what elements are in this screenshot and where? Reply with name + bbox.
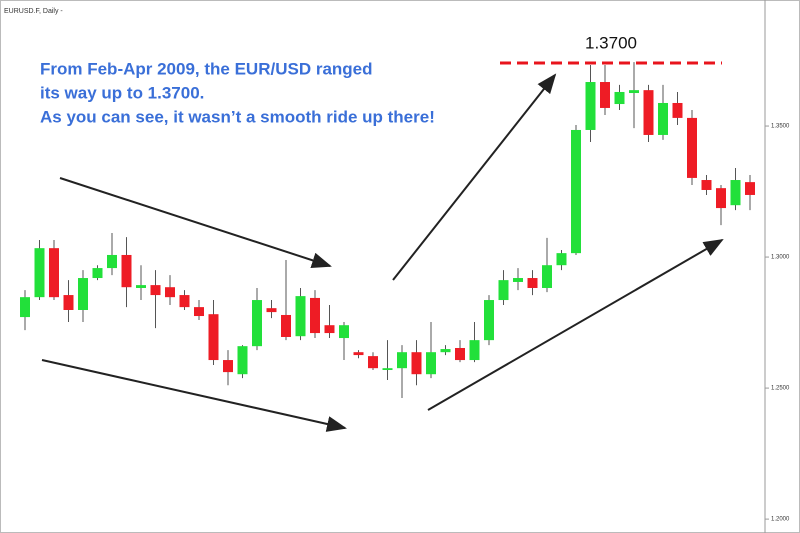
candle-body <box>295 296 306 337</box>
candle-body <box>237 346 248 375</box>
candle-body <box>484 300 494 341</box>
arrow <box>427 238 724 411</box>
candle-body <box>542 265 552 288</box>
y-tick-label: 1.2000 <box>771 517 790 523</box>
candle-body <box>353 352 364 356</box>
candle-body <box>368 356 378 369</box>
candle-body <box>382 368 393 371</box>
candle-body <box>585 82 596 130</box>
candle-body <box>310 297 320 334</box>
candle-body <box>498 280 509 301</box>
chart-title: EURUSD.F, Daily - <box>4 8 63 15</box>
candle-body <box>614 91 625 105</box>
candle-body <box>672 102 683 118</box>
arrows <box>41 73 724 432</box>
candle-body <box>745 182 755 195</box>
candle-body <box>469 340 480 361</box>
candle-body <box>426 352 436 375</box>
candle-body <box>397 352 407 369</box>
annotation: As you can see, it wasn’t a smooth ride … <box>40 107 435 126</box>
candle-body <box>527 278 538 288</box>
y-tick-label: 1.3500 <box>771 124 790 130</box>
candle-body <box>107 254 117 269</box>
candle-body <box>34 248 45 298</box>
candle-body <box>629 90 639 94</box>
y-tick-label: 1.3000 <box>771 255 790 261</box>
candle-body <box>281 314 291 337</box>
candle-body <box>571 129 581 254</box>
candle-body <box>223 360 233 373</box>
candle-body <box>513 278 523 282</box>
annotation: From Feb-Apr 2009, the EUR/USD ranged <box>40 59 373 78</box>
candle-body <box>165 287 175 298</box>
candle-body <box>600 82 610 108</box>
candle-body <box>150 285 161 296</box>
candle-body <box>716 188 726 209</box>
candle-body <box>658 102 668 135</box>
arrow <box>59 177 332 269</box>
level-label: 1.3700 <box>585 33 637 52</box>
candle-body <box>63 295 74 310</box>
candle-body <box>556 253 567 266</box>
candle-body <box>92 268 103 279</box>
candle-body <box>411 352 422 375</box>
candle-body <box>136 285 146 288</box>
candle-body <box>121 254 132 288</box>
candle-body <box>324 325 335 334</box>
candle-body <box>208 314 219 361</box>
y-tick-label: 1.2500 <box>771 386 790 392</box>
candle-body <box>339 325 349 339</box>
candle-body <box>440 349 451 353</box>
candle-body <box>78 278 88 310</box>
candle-body <box>701 180 712 190</box>
candle-body <box>49 248 59 298</box>
candle-body <box>687 117 697 178</box>
candle-body <box>20 297 30 318</box>
candle-body <box>252 300 262 347</box>
candle-body <box>730 180 741 206</box>
annotation: its way up to 1.3700. <box>40 83 204 102</box>
candle-body <box>194 307 204 317</box>
arrow <box>41 359 347 432</box>
arrow <box>392 73 557 281</box>
candle-body <box>266 308 277 313</box>
candle-body <box>455 347 465 361</box>
candle-body <box>179 295 190 308</box>
candle-body <box>643 90 654 135</box>
